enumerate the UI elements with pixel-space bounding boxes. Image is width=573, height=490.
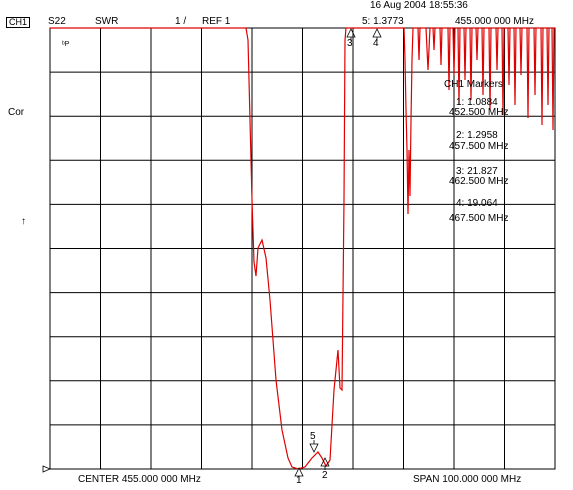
center-frequency: CENTER 455.000 000 MHz bbox=[78, 474, 201, 485]
trace-line bbox=[50, 27, 555, 470]
marker-5-symbol bbox=[309, 440, 319, 453]
marker-5-tag: 5 bbox=[310, 431, 316, 442]
graticule bbox=[49, 27, 556, 470]
markers-panel-title: CH1 Markers bbox=[444, 79, 503, 90]
marker-1-value: 1: 1.0884 bbox=[456, 97, 498, 108]
marker-4-symbol bbox=[372, 28, 382, 41]
marker-2-symbol bbox=[320, 457, 330, 470]
reference-arrow-icon: ↑ bbox=[21, 216, 26, 227]
marker-2-value: 2: 1.2958 bbox=[456, 130, 498, 141]
marker-3-value: 3: 21.827 bbox=[456, 166, 498, 177]
reference-pointer-icon bbox=[42, 465, 52, 473]
marker-1-symbol bbox=[294, 467, 304, 480]
marker-1-tag: 1 bbox=[296, 475, 302, 486]
marker-2-tag: 2 bbox=[322, 470, 328, 481]
scale-label: 1 / bbox=[175, 16, 187, 27]
marker-1-frequency: 452.500 MHz bbox=[449, 107, 509, 118]
marker-2-frequency: 457.500 MHz bbox=[449, 141, 509, 152]
marker-4-tag: 4 bbox=[373, 38, 379, 49]
reference-label: REF 1 bbox=[202, 16, 231, 27]
parameter-label: S22 bbox=[48, 16, 66, 27]
format-label: SWR bbox=[95, 16, 119, 27]
active-marker-frequency: 455.000 000 MHz bbox=[455, 16, 534, 27]
small-marker-indicator: ᵇP bbox=[62, 41, 70, 48]
marker-3-tag: 3 bbox=[347, 38, 353, 49]
marker-4-value: 4: 19.064 bbox=[456, 198, 498, 209]
active-marker-value: 5: 1.3773 bbox=[362, 16, 404, 27]
datetime: 16 Aug 2004 18:55:36 bbox=[370, 0, 468, 11]
span-frequency: SPAN 100.000 000 MHz bbox=[413, 474, 522, 485]
marker-symbols bbox=[42, 28, 382, 480]
correction-indicator: Cor bbox=[8, 107, 25, 118]
marker-3-symbol bbox=[346, 28, 356, 41]
marker-3-frequency: 462.500 MHz bbox=[449, 176, 509, 187]
marker-4-frequency: 467.500 MHz bbox=[449, 213, 509, 224]
channel-indicator[interactable]: CH1 bbox=[6, 17, 31, 28]
